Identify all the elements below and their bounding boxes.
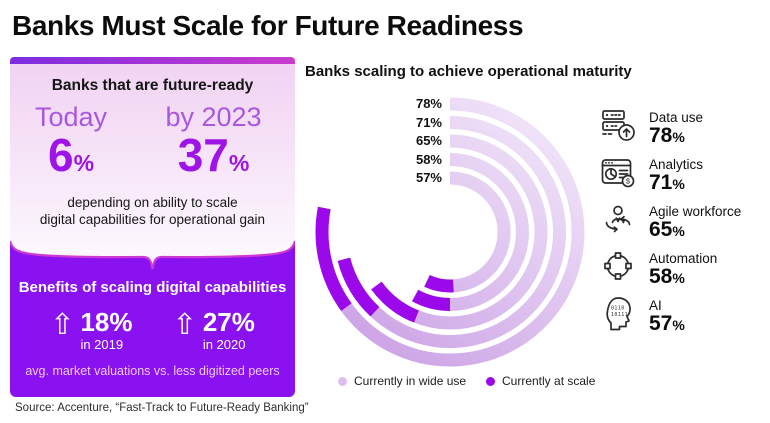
analytics-icon: $ — [601, 159, 635, 188]
banner-outline — [10, 240, 295, 270]
capability-value: 57% — [649, 312, 685, 335]
capability-name: Data use — [649, 110, 704, 125]
timeframe-labels: Today by 2023 — [10, 102, 295, 133]
arc-at-scale — [337, 257, 380, 317]
arc-wide-use — [370, 116, 566, 348]
ring-value-label: 71% — [415, 114, 442, 130]
svg-text:$: $ — [626, 176, 631, 185]
arc-wide-use — [449, 153, 529, 311]
benefits-footnote: avg. market valuations vs. less digitize… — [25, 364, 280, 378]
benefit-period-2019: in 2019 — [80, 337, 124, 352]
page-title: Banks Must Scale for Future Readiness — [12, 10, 524, 41]
benefit-stat-2020: ⇧ 27% in 2020 — [173, 309, 255, 352]
benefit-stat-2019: ⇧ 18% in 2019 — [50, 309, 132, 352]
benefit-period-2020: in 2020 — [202, 337, 246, 352]
benefits-stats: ⇧ 18% in 2019 ⇧ 27% in 2020 — [10, 309, 295, 352]
legend-wide-use-label: Currently in wide use — [354, 374, 467, 388]
capability-item-automation: Automation 58% — [600, 247, 770, 294]
chart-title: Banks scaling to achieve operational mat… — [305, 63, 632, 80]
scale-caption: depending on ability to scale digital ca… — [10, 194, 295, 228]
benefit-value-2019: 18% — [80, 307, 133, 337]
banner-fill — [10, 241, 295, 271]
future-ready-upper: Banks that are future-ready Today by 202… — [10, 64, 295, 271]
capability-name: Analytics — [649, 157, 704, 172]
capability-name: AI — [649, 298, 662, 313]
radial-chart — [315, 97, 585, 367]
benefits-heading: Benefits of scaling digital capabilities — [18, 279, 287, 296]
ring-value-label: 65% — [415, 133, 442, 148]
arc-at-scale — [315, 206, 352, 312]
ai-icon: 0110 10111 — [606, 297, 631, 331]
source-line: Source: Accenture, “Fast-Track to Future… — [15, 402, 309, 414]
legend-at-scale-label: Currently at scale — [502, 374, 596, 388]
capability-item-agile-workforce: Agile workforce 65% — [600, 200, 770, 247]
ring-value-label: 58% — [415, 151, 442, 167]
arc-wide-use — [414, 134, 548, 330]
up-arrow-icon: ⇧ — [172, 307, 197, 341]
capability-item-data-use: Data use 78% — [600, 106, 770, 153]
capability-value: 78% — [649, 124, 685, 147]
timeframe-values: 6% 37% — [10, 132, 295, 178]
agile-workforce-icon — [605, 205, 631, 233]
capability-value: 71% — [649, 171, 685, 194]
benefit-value-2020: 27% — [202, 307, 255, 337]
future-ready-heading: Banks that are future-ready — [51, 77, 254, 94]
arc-at-scale — [371, 281, 420, 323]
data-use-icon — [602, 110, 635, 141]
by-2023-value: 37% — [177, 129, 250, 181]
ring-value-label: 78% — [415, 96, 442, 111]
capability-item-ai: 0110 10111 AI 57% — [600, 294, 770, 341]
arc-wide-use — [341, 97, 585, 367]
arc-wide-use — [449, 171, 511, 293]
capability-name: Automation — [649, 251, 718, 266]
by-2023-label: by 2023 — [165, 102, 262, 132]
today-value: 6% — [47, 129, 95, 181]
capability-value: 65% — [649, 218, 685, 241]
capability-name: Agile workforce — [649, 204, 742, 219]
caption-line-1: depending on ability to scale — [67, 195, 238, 210]
caption-line-2: digital capabilities for operational gai… — [39, 212, 266, 227]
capability-value: 58% — [649, 265, 685, 288]
capabilities-list: Data use 78% $ Analytics 71% — [600, 106, 770, 341]
legend-dot-wide-use — [338, 377, 347, 386]
capability-item-analytics: $ Analytics 71% — [600, 153, 770, 200]
benefits-banner-shape — [10, 240, 295, 271]
legend-at-scale: Currently at scale — [486, 374, 595, 388]
future-ready-panel: Banks that are future-ready Today by 202… — [10, 57, 295, 397]
ring-value-label: 57% — [415, 170, 442, 185]
arc-at-scale — [411, 289, 451, 311]
up-arrow-icon: ⇧ — [50, 307, 75, 341]
svg-text:10111: 10111 — [611, 312, 628, 318]
legend-wide-use: Currently in wide use — [338, 374, 466, 388]
legend-dot-at-scale — [486, 377, 495, 386]
arc-at-scale — [424, 274, 454, 293]
automation-icon — [604, 252, 632, 280]
svg-text:0110: 0110 — [611, 306, 625, 312]
panel-top-bar — [10, 57, 295, 64]
benefits-panel: Benefits of scaling digital capabilities… — [10, 271, 295, 397]
today-label: Today — [34, 102, 108, 132]
